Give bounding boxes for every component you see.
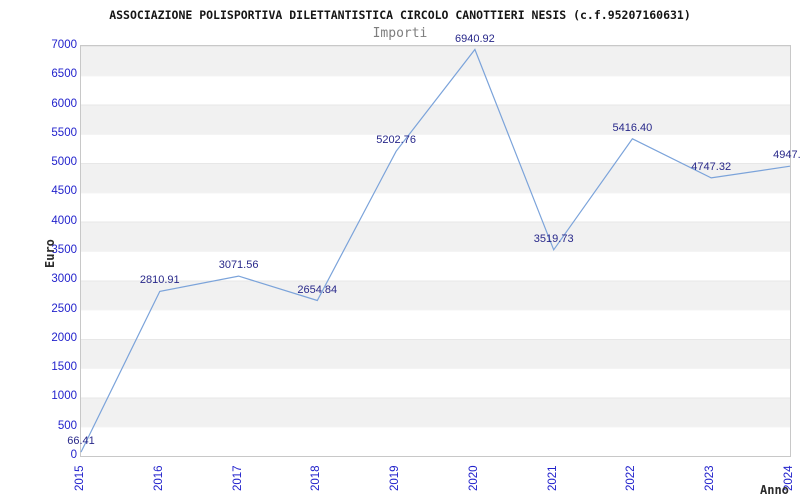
data-point-label: 3071.56 <box>218 259 259 272</box>
data-point-label: 5416.40 <box>612 121 653 134</box>
y-axis-tick-label: 5500 <box>51 126 77 139</box>
x-axis-tick-label: 2017 <box>231 465 244 491</box>
data-point-label: 3519.73 <box>533 232 574 245</box>
y-axis-tick-label: 3000 <box>51 273 77 286</box>
data-point-label: 66.41 <box>67 435 95 448</box>
data-point-label: 2810.91 <box>139 274 180 287</box>
x-axis-title: Anno <box>760 483 789 497</box>
data-point-label: 2654.84 <box>297 283 338 296</box>
data-point-label: 5202.76 <box>376 134 416 147</box>
series-line <box>80 48 791 453</box>
y-axis-title: Euro <box>43 239 57 268</box>
y-axis-tick-label: 4000 <box>51 214 77 227</box>
x-axis-tick-label: 2019 <box>389 465 402 491</box>
y-axis-tick-label: 5000 <box>51 156 77 169</box>
y-axis-tick-label: 1500 <box>51 361 77 374</box>
x-axis-tick-label: 2016 <box>152 465 165 491</box>
line-series-canvas <box>80 48 791 453</box>
x-axis-tick-label: 2018 <box>310 465 323 491</box>
y-axis-tick-label: 4500 <box>51 185 77 198</box>
y-axis-tick-label: 6500 <box>51 68 77 81</box>
y-axis-tick-label: 1000 <box>51 390 77 403</box>
x-axis-tick-label: 2015 <box>74 465 86 491</box>
chart-title: ASSOCIAZIONE POLISPORTIVA DILETTANTISTIC… <box>109 8 691 22</box>
data-point-label: 4747.32 <box>691 160 732 173</box>
x-axis-tick-label: 2020 <box>467 465 480 491</box>
x-axis-tick-label: 2021 <box>546 465 559 491</box>
y-axis-tick-label: 2000 <box>51 331 77 344</box>
data-point-label: 4947.3 <box>773 149 800 162</box>
y-axis-tick-label: 2500 <box>51 302 77 315</box>
y-axis-tick-label: 7000 <box>51 39 77 51</box>
y-axis-tick-label: 500 <box>57 419 77 432</box>
y-axis-tick-label: 0 <box>70 449 77 461</box>
y-axis-tick-label: 6000 <box>51 97 77 110</box>
y-axis-tick-label: 3500 <box>51 244 77 256</box>
plot-area: 66.41 2810.91 3071.56 2654.84 5202.76 6940.92… <box>51 33 800 492</box>
data-point-label: 6940.92 <box>455 32 495 45</box>
chart-subtitle: Importi <box>372 26 428 41</box>
x-axis-tick-label: 2023 <box>704 465 717 491</box>
x-axis-tick-label: 2022 <box>625 465 638 491</box>
